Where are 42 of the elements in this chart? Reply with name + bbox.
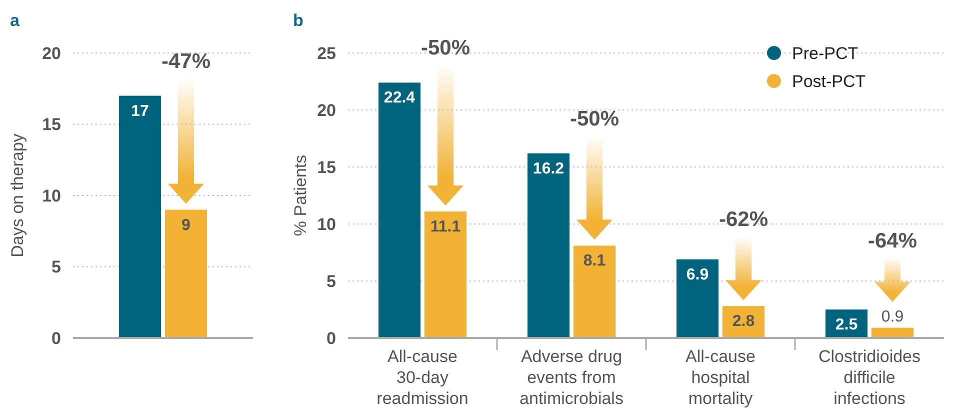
annotation: -47% <box>161 50 211 73</box>
x-tick-label: All-cause 30-day readmission <box>376 347 468 408</box>
bar <box>872 328 914 338</box>
y-tick-label: 0 <box>52 328 61 348</box>
chart-title: b <box>293 11 304 30</box>
annotation: -62% <box>718 208 768 232</box>
bar <box>424 211 466 338</box>
y-axis-title: Days on therapy <box>8 133 27 258</box>
y-tick-label: 5 <box>326 272 336 291</box>
annotation: -64% <box>868 230 918 253</box>
legend-label: Post-PCT <box>792 72 866 91</box>
annotation: -50% <box>420 36 470 60</box>
y-tick-label: 15 <box>317 158 336 177</box>
y-tick-label: 0 <box>326 328 336 348</box>
data-label: 8.1 <box>583 252 606 270</box>
legend-label: Pre-PCT <box>792 44 858 63</box>
annotation: -50% <box>570 107 620 130</box>
y-tick-label: 10 <box>317 214 336 234</box>
data-label: 17 <box>131 102 149 120</box>
data-label: 0.9 <box>881 308 904 326</box>
bar <box>378 82 420 338</box>
data-label: 22.4 <box>384 90 416 107</box>
x-tick-label: Adverse drug events from antimicrobials <box>520 347 624 408</box>
data-label: 9 <box>182 216 191 234</box>
bar <box>676 259 718 338</box>
data-label: 6.9 <box>686 266 709 284</box>
y-tick-label: 20 <box>42 44 61 63</box>
data-label: 16.2 <box>532 160 564 178</box>
data-label: 2.5 <box>835 316 858 334</box>
y-tick-label: 15 <box>42 115 61 134</box>
y-tick-label: 10 <box>42 186 61 206</box>
x-tick-label: All-cause hospital mortality <box>686 347 756 408</box>
y-tick-label: 25 <box>317 44 336 63</box>
bar <box>528 153 570 338</box>
y-tick-label: 20 <box>317 100 336 120</box>
x-tick-label: Clostridioides difficile infections <box>818 347 921 408</box>
y-tick-label: 5 <box>52 258 61 277</box>
data-label: 2.8 <box>732 313 755 330</box>
bar <box>574 246 616 338</box>
data-label: 11.1 <box>430 218 461 236</box>
y-axis-title: % Patients <box>291 154 310 236</box>
chart-title: a <box>10 11 20 30</box>
